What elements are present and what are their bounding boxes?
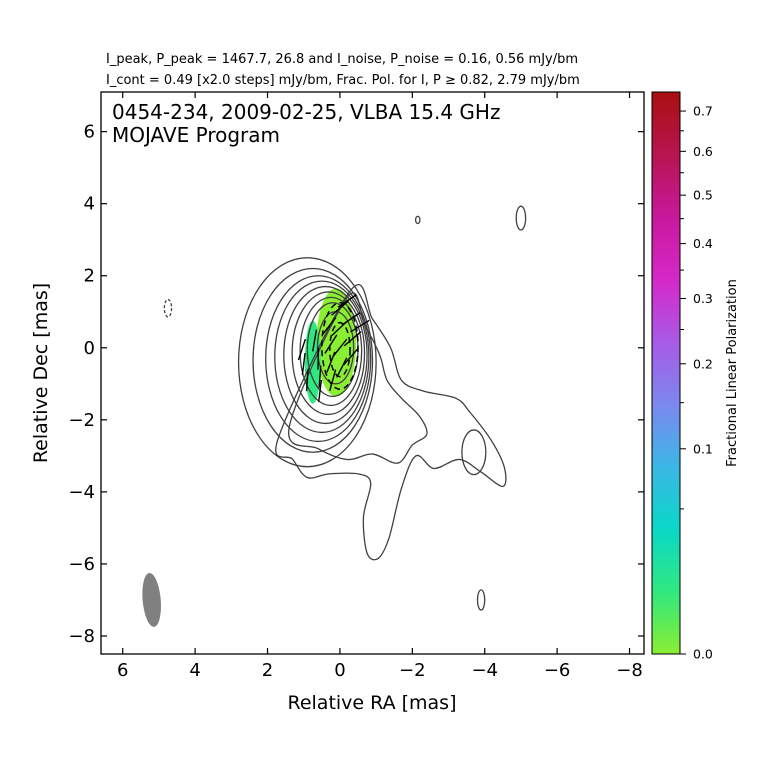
- colorbar-tick-label: 0.0: [693, 647, 713, 662]
- polarized-intensity-contour: [329, 321, 351, 378]
- x-tick-label: 0: [334, 660, 345, 681]
- evpa-vector: [336, 357, 348, 378]
- colorbar-tick-label: 0.7: [693, 104, 713, 119]
- x-tick-label: 6: [117, 660, 128, 681]
- colorbar-tick-label: 0.2: [693, 356, 713, 371]
- y-tick-label: 6: [84, 122, 95, 143]
- evpa-vector: [350, 319, 370, 333]
- y-tick-label: 2: [84, 266, 95, 287]
- x-tick-label: −8: [616, 660, 643, 681]
- y-tick-label: −4: [68, 482, 95, 503]
- evpa-vector: [329, 369, 337, 391]
- evpa-vector: [324, 334, 338, 354]
- core-contour-level-6: [291, 291, 366, 416]
- colorbar-ticks: 0.0 0.1 0.2 0.3 0.4 0.5 0.6 0.7: [680, 104, 713, 662]
- y-tick-label: 4: [84, 194, 95, 215]
- x-axis-label: Relative RA [mas]: [287, 692, 456, 714]
- evpa-vector: [341, 312, 361, 326]
- header-line-2: I_cont = 0.49 [x2.0 steps] mJy/bm, Frac.…: [106, 73, 580, 88]
- evpa-vector: [317, 380, 323, 403]
- x-tick-label: 4: [189, 660, 200, 681]
- polarized-intensity-contour: [321, 302, 359, 390]
- isolated-contour: [163, 298, 173, 318]
- jet-second-contour: [288, 292, 428, 464]
- core-contour-level-2: [252, 267, 374, 453]
- y-axis-label: Relative Dec [mas]: [30, 283, 52, 463]
- y-tick-label: −2: [68, 410, 95, 431]
- evpa-vector: [343, 331, 362, 347]
- evpa-vector: [331, 300, 349, 316]
- evpa-vector: [301, 352, 306, 375]
- evpa-vector: [297, 338, 307, 361]
- evpa-vector: [318, 365, 322, 388]
- isolated-contour: [414, 215, 421, 225]
- core-contour-level-3: [265, 275, 372, 443]
- core-contour-level-1: [237, 257, 377, 468]
- chart-subtitle: MOJAVE Program: [112, 123, 280, 147]
- y-tick-label: −6: [68, 554, 95, 575]
- colorbar-tick-label: 0.4: [693, 236, 713, 251]
- core-contour-level-7: [299, 296, 363, 407]
- polarization-patch: [304, 320, 321, 404]
- evpa-vector: [337, 294, 357, 308]
- evpa-vector: [342, 348, 359, 366]
- y-tick-label: 0: [84, 338, 95, 359]
- isolated-contour: [515, 205, 527, 231]
- colorbar-tick-label: 0.5: [693, 188, 713, 203]
- core-contour-level-4: [274, 280, 370, 434]
- plot-area: [142, 205, 527, 627]
- x-tick-label: −6: [544, 660, 571, 681]
- colorbar-tick-label: 0.1: [693, 441, 713, 456]
- axis-ticks: 6 4 2 0 −2 −4 −6 −8 6 4 2 0 −2 −4 −6 −8: [68, 92, 644, 681]
- colorbar-tick-label: 0.3: [693, 291, 713, 306]
- colorbar: [651, 91, 681, 655]
- evpa-vector: [321, 317, 337, 336]
- jet-outer-contour: [275, 284, 507, 561]
- isolated-contour: [461, 429, 487, 476]
- chart-title: 0454-234, 2009-02-25, VLBA 15.4 GHz: [112, 100, 500, 124]
- evpa-vector: [312, 329, 318, 352]
- x-tick-label: 2: [262, 660, 273, 681]
- header-line-1: I_peak, P_peak = 1467.7, 26.8 and I_nois…: [106, 52, 578, 67]
- beam-ellipse: [142, 573, 161, 627]
- colorbar-tick-label: 0.6: [693, 144, 713, 159]
- plot-frame: [100, 91, 645, 655]
- core-contour-level-5: [283, 285, 368, 425]
- x-tick-label: −4: [471, 660, 498, 681]
- evpa-vector: [332, 338, 348, 357]
- y-tick-label: −8: [68, 626, 95, 647]
- evpa-vector: [305, 369, 309, 392]
- x-tick-label: −2: [399, 660, 426, 681]
- isolated-contour: [476, 589, 486, 611]
- colorbar-label: Fractional Linear Polarization: [725, 279, 740, 467]
